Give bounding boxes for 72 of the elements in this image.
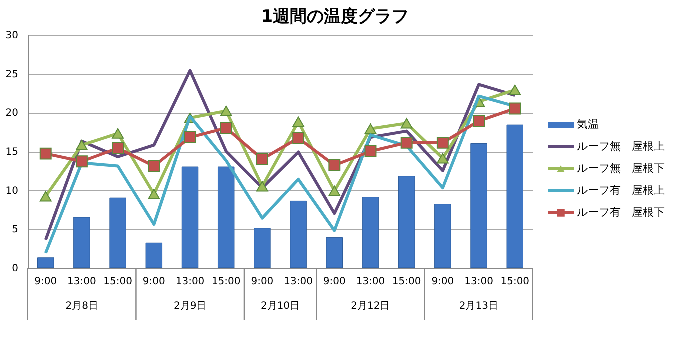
x-tick-label: 15:00 <box>392 276 422 288</box>
bar <box>182 166 199 268</box>
bar <box>110 198 126 268</box>
point <box>40 191 52 202</box>
x-tick-label: 9:00 <box>34 276 58 288</box>
text: 2月10日 <box>260 301 300 312</box>
x-tick-label: 9:00 <box>432 276 454 288</box>
y-tick-label: 25 <box>6 69 18 80</box>
y-tick-label: 10 <box>6 186 18 197</box>
bar <box>326 237 344 268</box>
point <box>364 124 377 134</box>
point <box>509 84 522 96</box>
legend-label: ルーフ無 屋根下 <box>577 162 665 175</box>
bar <box>290 200 307 268</box>
point <box>292 132 305 144</box>
point <box>220 106 232 116</box>
point <box>292 116 305 128</box>
legend-label: ルーフ有 屋根下 <box>577 206 665 219</box>
point <box>436 136 449 149</box>
y-tick-label: 20 <box>6 108 18 120</box>
bar <box>37 258 54 268</box>
x-tick-label: 13:00 <box>176 276 205 288</box>
point <box>220 122 232 134</box>
bar <box>74 217 90 268</box>
bar <box>362 197 380 268</box>
point <box>328 160 341 172</box>
bar <box>470 143 488 268</box>
chart-title: 1週間の温度グラフ <box>261 7 410 27</box>
x-tick-label: 15:00 <box>212 276 241 288</box>
x-tick-label: 9:00 <box>142 276 166 288</box>
point <box>436 153 449 164</box>
text: 2月8日 <box>66 301 98 312</box>
bar <box>434 204 452 268</box>
point <box>148 188 160 200</box>
point <box>256 153 268 166</box>
bar <box>146 242 163 268</box>
point <box>112 142 124 154</box>
x-tick-label: 13:00 <box>68 276 96 288</box>
point <box>76 140 88 151</box>
point <box>256 181 268 192</box>
x-tick-label: 9:00 <box>323 276 346 288</box>
legend-label: ルーフ無 屋根上 <box>577 140 665 153</box>
y-tick-label: 15 <box>6 147 18 158</box>
point <box>473 115 486 128</box>
y-tick-label: 0 <box>12 264 18 274</box>
y-tick-label: 5 <box>12 224 18 236</box>
x-tick-label: 13:00 <box>464 276 494 288</box>
legend-label: ルーフ有 屋根上 <box>577 184 665 197</box>
text: 2月13日 <box>459 301 498 312</box>
x-tick-label: 15:00 <box>104 276 132 288</box>
text: 2月9日 <box>174 301 207 312</box>
bar <box>254 228 271 268</box>
legend-label: 気温 <box>577 118 599 131</box>
point <box>400 118 413 129</box>
x-tick-label: 13:00 <box>356 276 386 288</box>
point <box>184 132 196 144</box>
point <box>76 156 88 168</box>
x-tick-label: 13:00 <box>284 276 313 288</box>
y-tick-label: 30 <box>6 30 18 42</box>
bar <box>218 166 235 268</box>
bar <box>506 124 524 268</box>
text: 2月12日 <box>351 301 390 312</box>
bar <box>398 176 416 268</box>
point <box>112 128 124 139</box>
point <box>328 186 341 196</box>
point <box>40 148 52 160</box>
point <box>148 160 160 172</box>
x-tick-label: 9:00 <box>251 276 274 288</box>
point <box>400 136 413 149</box>
point <box>364 146 377 158</box>
point <box>509 102 522 115</box>
x-tick-label: 15:00 <box>500 276 530 288</box>
